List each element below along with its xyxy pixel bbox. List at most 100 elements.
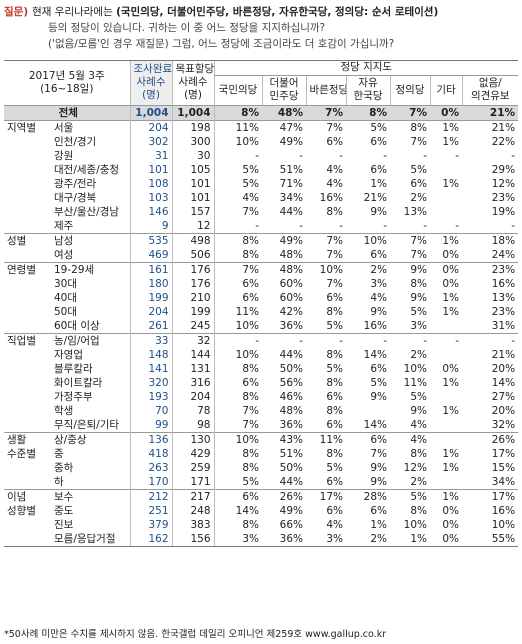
pct-cell: 18%	[462, 232, 519, 248]
pct-cell: 10%	[346, 232, 390, 248]
pct-cell: 23%	[491, 305, 516, 318]
target-count: 383	[171, 517, 214, 532]
pct-cell: 0%	[430, 105, 462, 120]
pct-cell: 16%	[491, 504, 516, 517]
pct-cell: 0%	[430, 261, 462, 277]
done-count: 70	[129, 403, 172, 418]
header-done-count: 조사완료 사례수 (명)	[129, 61, 172, 106]
pct-cell: 13%	[491, 291, 516, 304]
table-row: 진보 379 383 8% 66% 4% 1% 10% 0% 10%	[4, 517, 518, 532]
header-party: 바른정당	[305, 75, 346, 106]
row-label: 중하	[54, 461, 74, 474]
done-count: 33	[129, 332, 172, 348]
pct-cell: 1%	[430, 232, 462, 248]
target-count: 198	[171, 119, 214, 135]
pct-cell: 66%	[279, 518, 303, 531]
pct-cell: 14%	[491, 376, 516, 389]
pct-cell: -	[346, 332, 390, 348]
row-label: 진보	[54, 518, 74, 531]
pct-cell: -	[306, 332, 346, 348]
group-label	[4, 362, 48, 376]
pct-cell: 21%	[462, 119, 519, 135]
pct-cell: 6%	[370, 135, 387, 148]
pct-cell: 4%	[326, 518, 343, 531]
pct-cell: 9%	[410, 291, 427, 304]
pct-cell: 20%	[491, 404, 516, 417]
pct-cell: 12%	[491, 177, 516, 190]
done-count: 469	[129, 247, 172, 262]
pct-cell: 31%	[491, 319, 516, 332]
pct-cell: 3%	[370, 277, 387, 290]
pct-cell	[430, 163, 462, 177]
pct-cell: 0%	[442, 277, 459, 290]
pct-cell: 20%	[491, 362, 516, 375]
table-row: 화이트칼라 320 316 6% 56% 8% 5% 11% 1% 14%	[4, 375, 518, 390]
pct-cell: 1%	[442, 376, 459, 389]
target-count: 210	[171, 290, 214, 305]
row-label: 가정주부	[54, 390, 93, 403]
group-label	[4, 163, 48, 177]
row-label: 화이트칼라	[54, 376, 103, 389]
pct-cell: 2%	[346, 261, 390, 277]
pct-cell: 10%	[213, 431, 262, 447]
target-count: 199	[171, 304, 214, 319]
group-label	[4, 532, 48, 546]
group-label	[4, 205, 48, 219]
pct-cell: 7%	[213, 204, 262, 219]
pct-cell: 5%	[346, 119, 390, 135]
group-label	[4, 305, 48, 319]
pct-cell: 7%	[306, 232, 346, 248]
done-count: 535	[129, 232, 172, 248]
row-label: 상/중상	[48, 431, 130, 447]
row-label: 보수	[48, 488, 130, 504]
done-count: 204	[129, 119, 172, 135]
pct-cell: 10%	[213, 347, 262, 362]
group-label	[4, 191, 48, 205]
group-label	[4, 518, 48, 532]
pct-cell: 0%	[442, 518, 459, 531]
pct-cell	[430, 418, 462, 433]
pct-cell: 27%	[491, 390, 516, 403]
pct-cell: 21%	[363, 191, 387, 204]
done-count: 1,004	[129, 105, 172, 120]
target-count: 316	[171, 375, 214, 390]
pct-cell: 6%	[213, 375, 262, 390]
table-row: 하 170 171 5% 44% 6% 9% 2% 34%	[4, 474, 518, 489]
group-label	[4, 277, 48, 291]
group-label	[4, 348, 48, 362]
header-party: 정의당	[389, 75, 430, 106]
group-label	[4, 219, 48, 234]
pct-cell	[430, 390, 462, 404]
pct-cell: 8%	[213, 446, 262, 461]
pct-cell: -	[213, 148, 262, 163]
table-row: 강원 31 30- - - - - - -	[4, 148, 518, 163]
table-row: 성향별 중도 251 248 14% 49% 6% 6% 8% 0% 16%	[4, 503, 518, 518]
pct-cell: 50%	[279, 362, 303, 375]
pct-cell: 4%	[410, 418, 427, 431]
pct-cell: -	[423, 219, 427, 232]
done-count: 103	[129, 190, 172, 205]
pct-cell: 9%	[410, 404, 427, 417]
header-row-parties: 국민의당 더불어 민주당 바른정당 자유 한국당 정의당 기타 없음/의견유보	[4, 75, 519, 106]
target-count: 12	[171, 218, 214, 233]
pct-cell: 16%	[319, 191, 343, 204]
pct-cell: 6%	[213, 290, 262, 305]
pct-cell: 11%	[403, 376, 427, 389]
question-party-list: (국민의당, 더불어민주당, 바른정당, 자유한국당, 정의당: 순서 로테이션…	[116, 6, 439, 18]
pct-cell: 51%	[279, 163, 303, 176]
pct-cell: 9%	[390, 261, 430, 277]
pct-cell: 12%	[403, 461, 427, 474]
pct-cell: 8%	[410, 504, 427, 517]
total-row: 전체 1,004 1,004 8% 48% 7% 8% 7% 0% 21%	[4, 105, 519, 120]
pct-cell: 1%	[442, 305, 459, 318]
target-count: 171	[171, 474, 214, 489]
group-label	[4, 177, 48, 191]
pct-cell: 6%	[370, 163, 387, 176]
pct-cell: 49%	[262, 232, 306, 248]
pct-cell: -	[430, 332, 462, 348]
pct-cell: 3%	[326, 532, 343, 545]
group-label	[4, 376, 48, 390]
results-body: 전체 1,004 1,004 8% 48% 7% 8% 7% 0% 21% 지역별 서울 204 198 1…	[4, 105, 519, 546]
pct-cell	[430, 348, 462, 362]
done-count: 418	[129, 446, 172, 461]
